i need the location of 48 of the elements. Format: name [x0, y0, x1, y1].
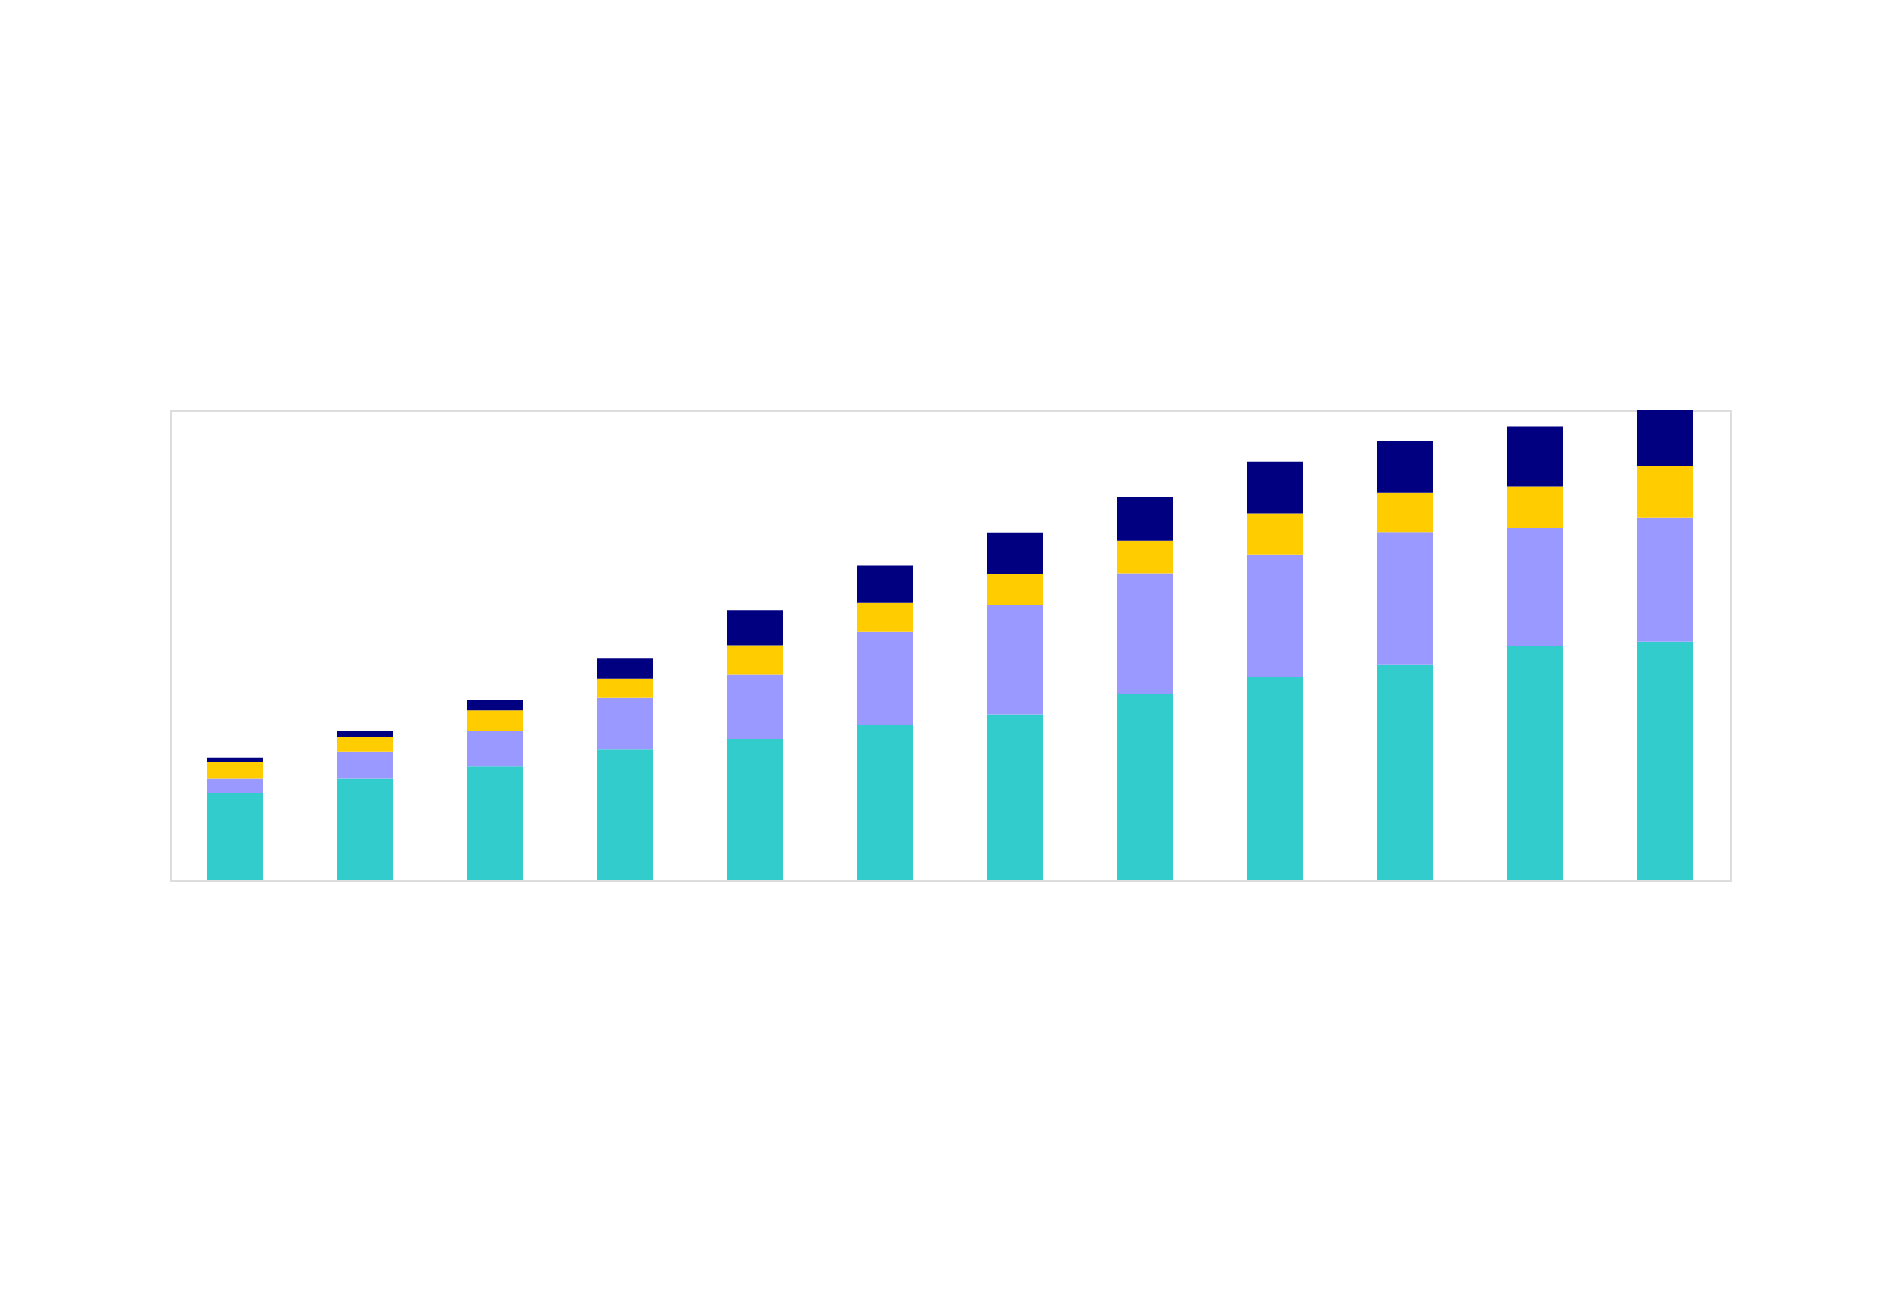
bar: [987, 605, 1043, 715]
bar: [1377, 492, 1433, 533]
bar: [1377, 441, 1433, 493]
bar: [727, 739, 783, 880]
bar: [1117, 693, 1173, 880]
bar: [207, 757, 263, 763]
bar: [337, 737, 393, 752]
bar: [1117, 496, 1173, 541]
bar: [467, 766, 523, 880]
bar: [1507, 527, 1563, 646]
bar: [467, 731, 523, 767]
bar: [597, 749, 653, 880]
bar: [727, 674, 783, 739]
bar: [1247, 513, 1303, 555]
bar: [467, 710, 523, 732]
bar: [597, 678, 653, 698]
bar: [1247, 676, 1303, 880]
bar: [1637, 410, 1693, 466]
bar: [987, 714, 1043, 880]
bar: [597, 658, 653, 679]
bar: [1637, 465, 1693, 518]
bar: [1507, 645, 1563, 880]
bar: [1117, 573, 1173, 694]
bar: [337, 751, 393, 779]
bar: [207, 778, 263, 794]
bar: [337, 778, 393, 880]
bar: [987, 532, 1043, 575]
bar: [207, 762, 263, 779]
bar: [857, 565, 913, 603]
bar: [1507, 486, 1563, 528]
bar: [1247, 461, 1303, 514]
bar: [207, 793, 263, 880]
bar: [987, 574, 1043, 606]
bar: [1507, 426, 1563, 487]
bar: [1247, 554, 1303, 677]
bar: [1377, 532, 1433, 665]
bar: [727, 645, 783, 675]
bar: [337, 731, 393, 738]
bar: [1117, 540, 1173, 574]
bar: [1637, 517, 1693, 642]
bar: [467, 699, 523, 711]
bar: [1637, 641, 1693, 880]
bar: [857, 724, 913, 880]
bar: [1377, 664, 1433, 880]
bar: [857, 631, 913, 725]
bar: [727, 610, 783, 646]
bar: [597, 697, 653, 750]
bar: [857, 602, 913, 632]
